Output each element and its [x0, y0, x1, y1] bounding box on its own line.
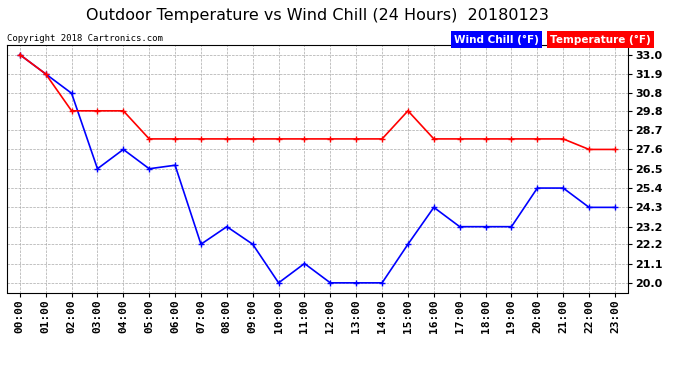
Text: Wind Chill (°F): Wind Chill (°F): [454, 34, 539, 45]
Text: Copyright 2018 Cartronics.com: Copyright 2018 Cartronics.com: [7, 33, 163, 42]
Text: Temperature (°F): Temperature (°F): [551, 34, 651, 45]
Title: Outdoor Temperature vs Wind Chill (24 Hours)  20180123: Outdoor Temperature vs Wind Chill (24 Ho…: [86, 8, 549, 23]
